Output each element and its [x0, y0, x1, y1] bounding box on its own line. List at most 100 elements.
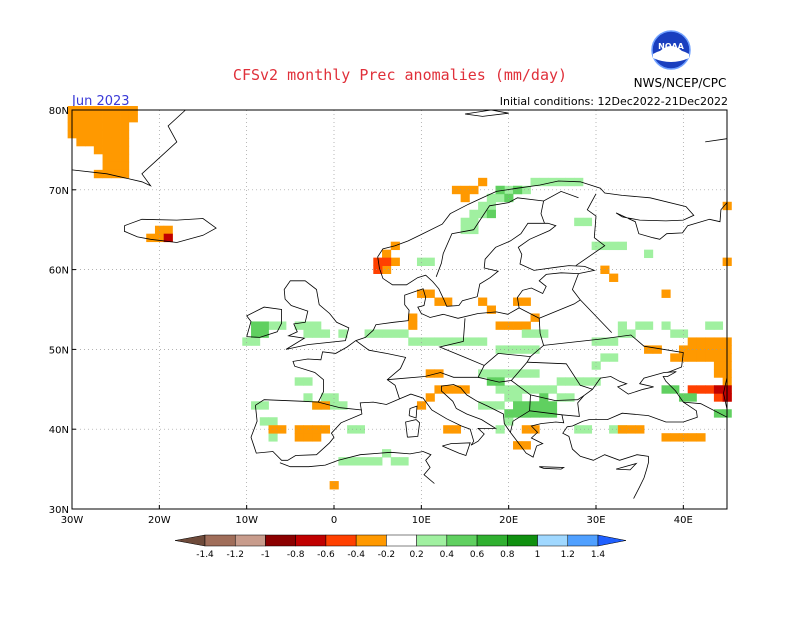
anomaly-cell	[486, 305, 496, 314]
anomaly-cell	[696, 337, 706, 346]
colorbar-box	[234, 534, 266, 547]
anomaly-cell	[460, 337, 470, 346]
anomaly-cell	[303, 321, 313, 330]
lat-tick-label: 60N	[49, 266, 69, 277]
anomaly-cell	[687, 393, 697, 402]
colorbar-tick-label: 1.2	[561, 550, 575, 560]
colorbar-box	[386, 534, 417, 547]
anomaly-cell	[85, 137, 95, 147]
coastline-segment	[442, 442, 471, 457]
anomaly-cell	[478, 297, 488, 306]
anomaly-cell	[416, 401, 427, 410]
anomaly-cell	[154, 225, 165, 235]
anomaly-cell	[434, 337, 444, 346]
anomaly-cell	[705, 321, 715, 330]
anomaly-cell	[504, 409, 514, 418]
colorbar-tick-label: -0.6	[317, 550, 335, 560]
anomaly-cell	[268, 321, 278, 330]
anomaly-region-balkans-wet-mid	[486, 377, 558, 418]
coastline-segment	[405, 419, 421, 438]
lon-tick-label: 20E	[499, 515, 518, 526]
anomaly-cell	[102, 129, 112, 139]
chart-title: CFSv2 monthly Prec anomalies (mm/day)	[232, 66, 568, 84]
colorbar-box	[265, 534, 296, 547]
anomaly-cell	[478, 369, 488, 378]
anomaly-cell	[539, 393, 549, 402]
anomaly-cell	[582, 377, 593, 386]
colorbar-box	[295, 534, 327, 547]
anomaly-cell	[76, 129, 86, 139]
anomaly-cell	[102, 145, 112, 155]
anomaly-cell	[382, 449, 392, 458]
anomaly-cell	[565, 377, 575, 386]
anomaly-cell	[128, 113, 138, 123]
anomaly-cell	[521, 321, 531, 330]
anomaly-cell	[617, 241, 627, 251]
lat-tick-label: 40N	[49, 425, 69, 436]
anomaly-cell	[670, 353, 680, 362]
anomaly-cell	[120, 169, 130, 179]
anomaly-cell	[111, 169, 121, 179]
anomaly-cell	[425, 257, 435, 267]
anomaly-cells	[67, 106, 732, 490]
coastline-segment	[580, 299, 612, 333]
anomaly-cell	[513, 441, 523, 450]
colorbar-box	[204, 534, 236, 547]
anomaly-cell	[574, 425, 584, 434]
anomaly-cell	[661, 385, 671, 394]
anomaly-cell	[102, 137, 112, 147]
anomaly-cell	[460, 193, 470, 203]
anomaly-cell	[670, 433, 680, 442]
anomaly-cell	[478, 337, 488, 346]
anomaly-cell	[521, 425, 531, 434]
anomaly-cell	[478, 401, 488, 410]
anomaly-cell	[513, 297, 523, 306]
anomaly-cell	[251, 337, 261, 346]
anomaly-cell	[102, 121, 112, 131]
anomaly-cell	[661, 289, 671, 298]
anomaly-cell	[556, 177, 566, 187]
anomaly-cell	[443, 337, 453, 346]
anomaly-cell	[705, 385, 715, 394]
lon-tick-label: 10W	[235, 515, 258, 526]
axis-labels: 30W 20W 10W 0 10E 20E 30E 40E 80N 70N 60N 50N 40N 30N	[49, 106, 693, 526]
anomaly-cell	[399, 329, 409, 338]
anomaly-cell	[713, 361, 724, 370]
anomaly-cell	[635, 321, 645, 330]
colorbar-box	[355, 534, 387, 547]
anomaly-cell	[120, 145, 130, 155]
coastline-segment	[723, 377, 728, 410]
anomaly-cell	[154, 233, 165, 243]
anomaly-cell	[120, 137, 130, 147]
anomaly-cell	[120, 121, 130, 131]
anomaly-cell	[513, 401, 523, 410]
lon-tick-label: 10E	[412, 515, 431, 526]
anomaly-cell	[678, 353, 689, 362]
anomaly-cell	[713, 353, 724, 362]
colorbar-right-triangle	[597, 534, 627, 547]
anomaly-cell	[163, 233, 173, 243]
anomaly-cell	[320, 425, 331, 434]
colorbar-tick-label: 0.6	[470, 550, 485, 560]
anomaly-cell	[495, 193, 505, 203]
anomaly-region-central-europe-wet	[382, 321, 724, 370]
anomaly-cell	[504, 385, 514, 394]
initial-conditions: Initial conditions: 12Dec2022-21Dec2022	[499, 95, 728, 108]
coastline-segment	[71, 109, 186, 187]
anomaly-cell	[111, 145, 121, 155]
anomaly-cell	[713, 337, 724, 346]
anomaly-region-uk-wet-mid	[251, 321, 269, 338]
anomaly-cell	[530, 177, 540, 187]
anomaly-cell	[268, 425, 278, 434]
anomaly-cell	[312, 401, 322, 410]
anomaly-cell	[425, 369, 435, 378]
anomaly-cell	[85, 113, 95, 123]
anomaly-cell	[111, 129, 121, 139]
anomaly-cell	[76, 121, 86, 131]
colorbar-left-triangle	[174, 534, 206, 547]
anomaly-cell	[120, 153, 130, 163]
anomaly-cell	[93, 137, 103, 147]
anomaly-cell	[338, 329, 348, 338]
anomaly-cell	[268, 433, 278, 442]
